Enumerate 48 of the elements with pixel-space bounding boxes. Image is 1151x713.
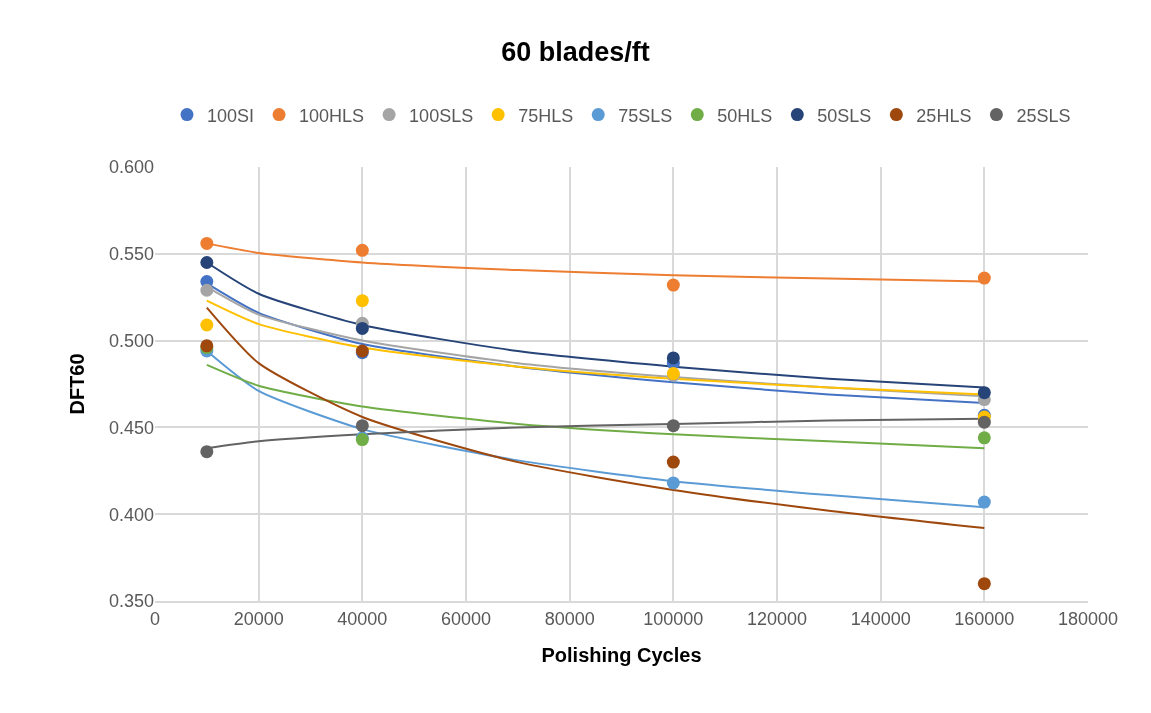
legend-label: 75HLS — [518, 105, 574, 126]
x-tick-label: 100000 — [643, 608, 704, 629]
point — [355, 321, 369, 335]
x-tick-label: 20000 — [233, 608, 284, 629]
y-tick-label: 0.550 — [108, 244, 154, 265]
point — [200, 255, 214, 269]
legend-label: 50HLS — [717, 105, 773, 126]
legend-label: 100SI — [207, 105, 255, 126]
point — [977, 386, 991, 400]
y-tick-label: 0.400 — [108, 504, 154, 525]
point — [666, 278, 680, 292]
point — [200, 283, 214, 297]
x-axis-title: Polishing Cycles — [541, 643, 702, 666]
point — [977, 495, 991, 509]
y-tick-label: 0.450 — [108, 417, 154, 438]
point — [200, 318, 214, 332]
point — [666, 476, 680, 490]
line-series — [205, 363, 986, 450]
legend-label: 25HLS — [916, 105, 972, 126]
x-tick-label: 60000 — [440, 608, 492, 629]
legend-label: 25SLS — [1016, 105, 1071, 126]
point — [977, 577, 991, 591]
x-tick-label: 120000 — [746, 608, 808, 629]
point — [355, 243, 369, 257]
x-tick-label: 80000 — [544, 608, 595, 629]
point — [355, 419, 369, 433]
legend-label: 75SLS — [618, 105, 673, 126]
y-axis-title: DFT60 — [66, 353, 89, 415]
x-tick-label: 140000 — [850, 608, 911, 629]
point — [977, 271, 991, 285]
point — [666, 351, 680, 365]
legend-label: 100SLS — [409, 105, 474, 126]
y-tick-label: 0.500 — [108, 330, 154, 351]
point — [666, 455, 680, 469]
x-tick-label: 180000 — [1057, 608, 1119, 629]
point — [977, 415, 991, 429]
y-tick-label: 0.600 — [108, 157, 154, 178]
line-series — [205, 306, 986, 530]
legend-label: 50SLS — [817, 105, 872, 126]
legend-label: 100HLS — [299, 105, 365, 126]
x-tick-label: 40000 — [337, 608, 388, 629]
point — [200, 445, 214, 459]
point — [200, 236, 214, 250]
point — [666, 419, 680, 433]
x-tick-label: 160000 — [954, 608, 1015, 629]
chart-title: 60 blades/ft — [501, 37, 650, 68]
point — [355, 294, 369, 308]
point — [977, 431, 991, 445]
